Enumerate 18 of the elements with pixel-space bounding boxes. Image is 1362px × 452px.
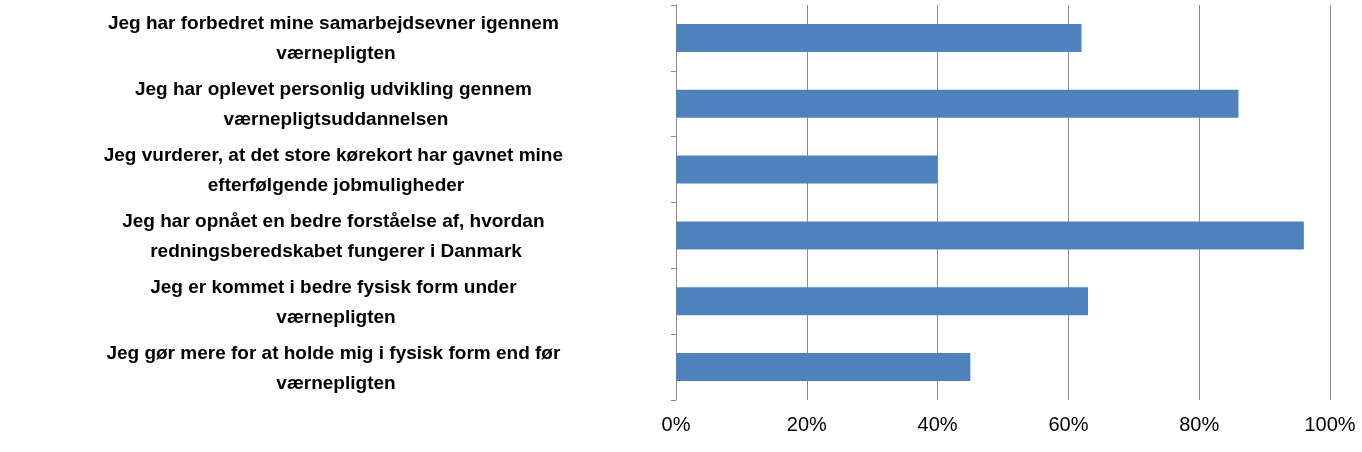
bar xyxy=(676,155,938,184)
bar xyxy=(676,287,1089,316)
bar xyxy=(676,353,971,382)
x-tick-label: 80% xyxy=(1179,413,1220,435)
y-tick-label: Jeg har opnået en bedre forståelse af, hvordan redningsberedskabet fungerer i Danmark xyxy=(122,209,550,261)
x-tick-label: 0% xyxy=(661,413,691,435)
y-tick-label: Jeg vurderer, at det store kørekort har gavnet mine efterfølgende jobmuligheder xyxy=(103,144,569,196)
x-tick-label: 20% xyxy=(786,413,828,435)
x-tick-label: 40% xyxy=(917,413,958,435)
bar xyxy=(676,221,1304,250)
x-tick-label: 60% xyxy=(1048,413,1089,435)
y-tick-label: Jeg gør mere for at holde mig i fysisk form end før værnepligten xyxy=(106,341,566,393)
y-tick-label: Jeg er kommet i bedre fysisk form under værnepligten xyxy=(150,275,522,327)
x-tick-label: 100% xyxy=(1304,413,1356,435)
bar xyxy=(676,23,1082,52)
y-tick-label: Jeg har forbedret mine samarbejdsevner igennem værnepligten xyxy=(107,12,565,64)
y-tick-label: Jeg har oplevet personlig udvikling gennem værnepligtsuddannelsen xyxy=(134,78,538,130)
bar xyxy=(676,89,1239,118)
